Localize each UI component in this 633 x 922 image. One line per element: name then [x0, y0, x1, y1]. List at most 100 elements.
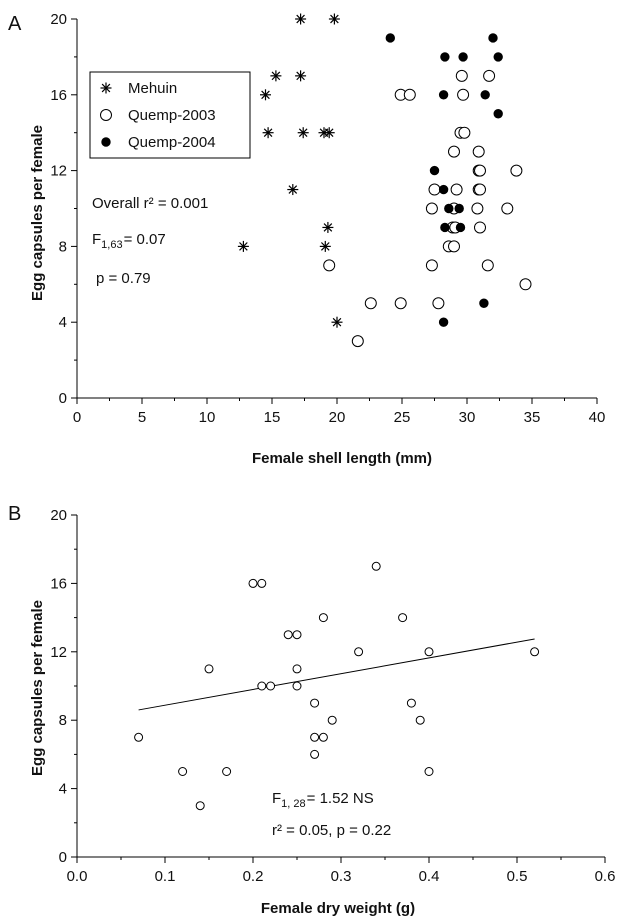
panel-a-axes: [71, 18, 598, 404]
data-point-filled-circle: [438, 184, 449, 195]
panel-a-y-axis-title: Egg capsules per female: [29, 125, 46, 301]
data-point-asterisk: [331, 316, 343, 328]
x-tick-label: 0.5: [507, 868, 528, 885]
legend-label-quemp-2003: Quemp-2003: [128, 107, 216, 124]
legend-label-quemp-2004: Quemp-2004: [128, 134, 216, 151]
data-point-open-circle: [266, 681, 276, 691]
data-point-open-circle: [310, 698, 320, 708]
panel-b-x-axis-title: Female dry weight (g): [261, 900, 415, 917]
data-point-open-circle: [257, 681, 267, 691]
data-point-open-circle: [195, 801, 205, 811]
data-point-open-circle: [455, 69, 468, 82]
data-point-open-circle: [351, 335, 364, 348]
data-point-open-circle: [472, 145, 485, 158]
legend-marker-mehuin: [100, 82, 112, 94]
data-point-asterisk: [295, 70, 307, 82]
data-point-open-circle: [474, 221, 486, 234]
data-point-open-circle: [134, 732, 144, 742]
data-point-filled-circle: [493, 109, 503, 119]
f-df-b: 1, 28: [281, 798, 305, 810]
data-point-open-circle: [483, 69, 496, 82]
x-tick-label: 0.6: [595, 868, 616, 885]
y-tick-label: 12: [50, 163, 67, 180]
data-point-open-circle: [364, 297, 377, 310]
y-tick-label: 16: [50, 87, 67, 104]
data-point-open-circle: [474, 164, 486, 177]
data-point-open-circle: [292, 630, 302, 640]
panel-b-axes: [71, 514, 606, 863]
data-point-asterisk: [237, 240, 249, 252]
data-point-open-circle: [519, 278, 532, 291]
data-point-open-circle: [327, 715, 337, 725]
data-point-filled-circle: [438, 317, 449, 327]
legend-marker-quemp-2003: [100, 109, 112, 121]
data-point-open-circle: [257, 578, 267, 588]
data-point-open-circle: [510, 164, 523, 177]
panel-b-data-points: [134, 561, 540, 811]
data-point-open-circle: [450, 183, 463, 196]
x-tick-label: 40: [589, 409, 606, 426]
panel-b-tick-labels: 0.0 0.1 0.2 0.3 0.4 0.5 0.6 0 4 8 12 16 20: [50, 507, 615, 885]
f-value-b: = 1.52 NS: [307, 790, 374, 807]
x-tick-label: 10: [199, 409, 216, 426]
data-point-open-circle: [354, 647, 364, 657]
data-point-open-circle: [457, 88, 470, 101]
f-value: = 0.07: [124, 231, 166, 248]
data-point-asterisk: [323, 127, 335, 139]
panel-b-letter: B: [8, 503, 21, 525]
data-point-open-circle: [406, 698, 416, 708]
data-point-open-circle: [530, 647, 540, 657]
data-point-asterisk: [295, 13, 307, 25]
x-tick-label: 0.1: [155, 868, 176, 885]
x-tick-label: 0.3: [331, 868, 352, 885]
data-point-asterisk: [297, 127, 309, 139]
data-point-filled-circle: [440, 52, 450, 62]
panel-b-f-annotation: F1, 28= 1.52 NS: [272, 790, 374, 810]
data-point-open-circle: [474, 183, 486, 196]
data-point-open-circle: [323, 259, 336, 272]
x-tick-label: 35: [524, 409, 541, 426]
data-point-asterisk: [270, 70, 282, 82]
data-point-open-circle: [222, 767, 232, 776]
data-point-filled-circle: [488, 33, 498, 43]
data-point-open-circle: [398, 613, 408, 623]
f-df: 1,63: [101, 239, 122, 251]
data-point-open-circle: [424, 647, 434, 657]
data-point-asterisk: [262, 127, 274, 139]
data-point-asterisk: [328, 13, 340, 25]
data-point-filled-circle: [458, 52, 468, 62]
data-point-open-circle: [178, 767, 188, 776]
panel-a-data-points: [237, 13, 532, 348]
panel-a-r2-annotation: Overall r² = 0.001: [92, 195, 208, 212]
data-point-open-circle: [425, 259, 438, 272]
data-point-open-circle: [310, 749, 320, 759]
f-symbol-b: F: [272, 790, 281, 807]
data-point-filled-circle: [480, 90, 490, 100]
panel-b-r2p-annotation: r² = 0.05, p = 0.22: [272, 822, 391, 839]
legend-marker: [100, 82, 112, 94]
panel-b: B 0.0 0.1 0.2 0.3 0.4 0.5 0.6 0 4 8 12 16 20 Female …: [8, 503, 615, 917]
legend-box: [89, 71, 251, 159]
data-point-open-circle: [415, 715, 425, 725]
data-point-asterisk: [260, 89, 271, 101]
data-point-open-circle: [394, 297, 407, 310]
x-tick-label: 15: [264, 409, 281, 426]
data-point-open-circle: [292, 664, 302, 674]
x-tick-label: 20: [329, 409, 346, 426]
data-point-open-circle: [448, 240, 460, 253]
data-point-open-circle: [481, 259, 494, 272]
data-point-filled-circle: [385, 33, 395, 43]
data-point-open-circle: [292, 681, 302, 691]
legend-marker: [100, 109, 112, 121]
data-point-open-circle: [458, 126, 471, 139]
data-point-filled-circle: [454, 203, 464, 214]
y-tick-label: 20: [50, 507, 67, 524]
panel-a-x-axis-title: Female shell length (mm): [252, 450, 432, 467]
data-point-open-circle: [471, 202, 484, 215]
panel-a: A 0 5 10 15 20 25 30 35 40 0 4 8 12 16 20 Female shell…: [8, 11, 605, 467]
x-tick-label: 25: [394, 409, 411, 426]
panel-a-p-annotation: p = 0.79: [96, 270, 151, 287]
data-point-open-circle: [318, 613, 328, 623]
data-point-open-circle: [425, 202, 438, 215]
x-tick-label: 0.4: [419, 868, 440, 885]
